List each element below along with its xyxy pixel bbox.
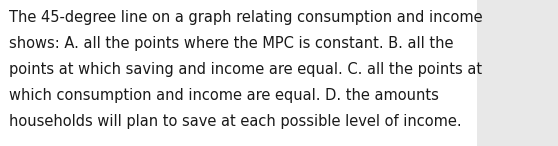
Text: households will plan to save at each possible level of income.: households will plan to save at each pos… — [9, 114, 462, 129]
Text: The 45-degree line on a graph relating consumption and income: The 45-degree line on a graph relating c… — [9, 10, 483, 25]
FancyBboxPatch shape — [0, 0, 477, 146]
Text: which consumption and income are equal. D. the amounts: which consumption and income are equal. … — [9, 88, 439, 103]
Text: shows: A. all the points where the MPC is constant. B. all the: shows: A. all the points where the MPC i… — [9, 36, 454, 51]
Text: points at which saving and income are equal. C. all the points at: points at which saving and income are eq… — [9, 62, 483, 77]
